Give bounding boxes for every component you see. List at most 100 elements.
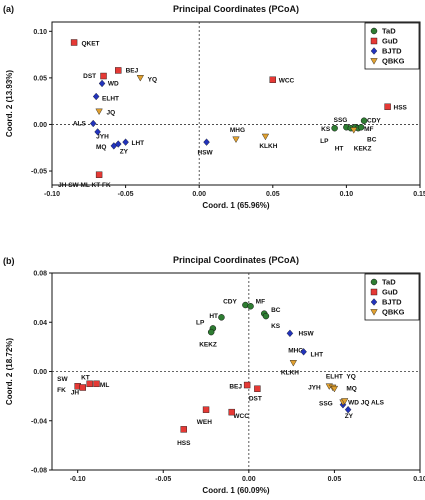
legend-marker: [370, 37, 378, 45]
data-point: [357, 124, 365, 131]
point-label: HSW: [298, 330, 314, 337]
y-tick-label: 0.00: [33, 122, 47, 129]
point-label: CDY: [367, 118, 381, 125]
point-label: BC: [271, 307, 281, 314]
y-tick-label: 0.05: [33, 75, 47, 82]
data-point: [136, 75, 144, 82]
point-label: MF: [364, 126, 373, 133]
data-point: [70, 39, 78, 46]
point-label: KLKH: [281, 370, 299, 377]
x-tick-label: -0.10: [70, 476, 86, 483]
x-tick-label: 0.10: [340, 191, 354, 198]
point-label: LHT: [310, 351, 323, 358]
pcoa-panel-a: (a) Principal Coordinates (PCoA) -0.10 -0.0…: [3, 4, 425, 210]
x-axis-label: Coord. 1 (65.96%): [202, 201, 269, 210]
point-label: LHT: [131, 140, 144, 147]
point-label: SSG: [334, 117, 348, 124]
point-label: JH SW ML KT FK: [58, 182, 111, 189]
x-tick-label: 0.00: [192, 191, 206, 198]
data-point: [232, 136, 240, 143]
legend-marker: [370, 309, 378, 316]
data-point: [122, 138, 129, 146]
data-point: [360, 117, 368, 124]
x-tick-label: 0.05: [328, 476, 342, 483]
y-tick-label: 0.10: [33, 29, 47, 36]
point-label: KLKH: [259, 143, 277, 150]
point-label: DST: [83, 73, 96, 80]
legend-label: BJTD: [382, 298, 402, 307]
point-label: SW: [57, 376, 68, 383]
point-label: FK: [57, 387, 66, 394]
data-point: [330, 385, 339, 393]
y-axis-label: Coord. 2 (18.72%): [5, 338, 14, 405]
x-axis-label: Coord. 1 (60.09%): [202, 486, 269, 495]
point-label: KEKZ: [199, 341, 217, 348]
panel-label: (b): [3, 256, 15, 266]
data-point: [262, 312, 270, 320]
y-tick-label: -0.05: [31, 169, 47, 176]
legend-label: GuD: [382, 288, 398, 297]
data-point: [228, 408, 235, 416]
data-point: [254, 385, 261, 392]
point-label: YQ: [346, 373, 355, 380]
point-label: BEJ: [229, 383, 242, 390]
panel-label: (a): [3, 4, 14, 14]
data-point: [89, 119, 97, 128]
data-point: [95, 171, 103, 178]
data-point: [384, 103, 391, 110]
legend-label: QBKG: [382, 57, 405, 66]
point-label: YQ: [148, 77, 157, 84]
data-point: [350, 127, 358, 134]
data-point: [261, 133, 270, 141]
data-point: [98, 79, 106, 88]
data-point: [331, 124, 338, 132]
x-tick-label: -0.05: [155, 476, 171, 483]
data-point: [95, 108, 103, 116]
legend-marker: [370, 298, 378, 306]
point-label: WCC: [233, 413, 249, 420]
point-label: KS: [271, 323, 281, 330]
point-label: MQ: [346, 386, 356, 393]
x-tick-label: -0.10: [44, 191, 60, 198]
legend-marker: [370, 47, 378, 55]
point-label: ML: [100, 382, 109, 389]
data-point: [100, 72, 107, 80]
legend-marker: [370, 27, 378, 35]
data-point: [92, 92, 100, 101]
point-label: WD: [108, 80, 119, 87]
x-tick-label: 0.15: [413, 191, 425, 198]
data-point: [341, 398, 349, 405]
data-point: [207, 328, 215, 336]
data-point: [344, 405, 352, 414]
point-label: MHG: [230, 127, 245, 134]
y-tick-label: 0.00: [33, 369, 47, 376]
point-label: HSS: [394, 105, 408, 112]
point-label: MF: [256, 298, 265, 305]
data-point: [202, 406, 210, 413]
point-label: KEKZ: [354, 146, 372, 153]
data-point: [286, 329, 294, 338]
data-point: [93, 380, 100, 388]
x-tick-label: 0.05: [266, 191, 280, 198]
legend-marker: [370, 278, 378, 286]
legend-label: QBKG: [382, 308, 405, 317]
point-label: WEH: [197, 419, 212, 426]
chart-title: Principal Coordinates (PCoA): [173, 4, 299, 14]
data-point: [115, 67, 122, 74]
point-label: KT: [81, 375, 90, 382]
point-label: LP: [196, 319, 205, 326]
point-label: ZY: [120, 148, 129, 155]
pcoa-panel-b: (b) Principal Coordinates (PCoA) -0.10 -0.0…: [3, 255, 425, 495]
point-label: ZY: [345, 413, 354, 420]
y-tick-label: 0.04: [33, 320, 47, 327]
plot-frame: [51, 21, 421, 186]
data-point: [114, 140, 122, 148]
chart-title: Principal Coordinates (PCoA): [173, 255, 299, 265]
point-label: JH: [71, 389, 80, 396]
data-point: [79, 384, 87, 391]
data-point: [243, 381, 251, 389]
point-label: BEJ: [126, 67, 139, 74]
point-label: QKET: [81, 40, 99, 47]
